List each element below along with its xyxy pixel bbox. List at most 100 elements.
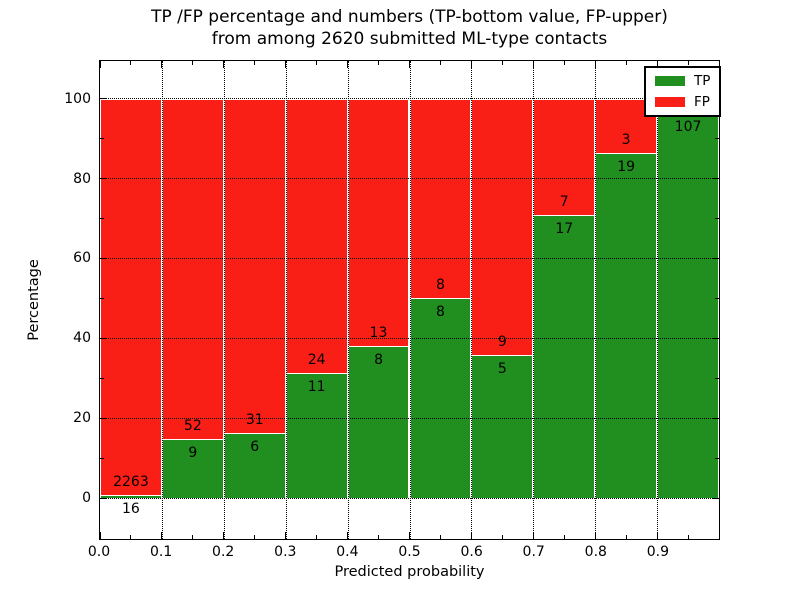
x-tick-labels: 0.0 0.1 0.2 0.3 0.4 0.5 0.6 0.7 0.8 0.9: [88, 544, 720, 564]
tp-count-label-8: 19: [617, 159, 636, 176]
fp-count-label-2: 31: [245, 412, 264, 429]
legend: TP FP: [644, 66, 722, 117]
h-gridline-40: [100, 337, 719, 339]
x-tick-label-0.9: 0.9: [646, 544, 670, 560]
x-minor-tick: [439, 61, 441, 65]
y-minor-tick: [100, 138, 104, 140]
tp-count-label-6: 5: [497, 361, 507, 378]
x-major-tick: [161, 61, 163, 68]
h-gridline-20: [100, 417, 719, 419]
x-major-tick: [347, 532, 349, 539]
bar-segment-tp-8: [595, 153, 658, 499]
tp-count-label-7: 17: [555, 221, 574, 238]
bar-segment-fp-4: [347, 98, 410, 346]
bar-segment-tp-6: [471, 355, 534, 499]
y-minor-tick: [715, 217, 719, 219]
legend-swatch-tp: [655, 76, 685, 86]
x-tick-label-0.5: 0.5: [398, 544, 421, 560]
x-tick-label-0.8: 0.8: [584, 544, 607, 560]
y-major-tick: [712, 337, 719, 339]
plot-canvas: 2263 16 52 9 31 6 24 11 13 8 8 8 9 5 7 17 3 19 107: [100, 61, 719, 539]
tp-count-label-2: 6: [250, 439, 260, 456]
y-tick-labels: 0 20 40 60 80 100: [0, 60, 91, 540]
fp-count-label-3: 24: [307, 351, 326, 368]
x-tick-label-0.6: 0.6: [460, 544, 483, 560]
x-major-tick: [532, 532, 534, 539]
bar-segment-fp-3: [285, 98, 348, 373]
x-major-tick: [656, 532, 658, 539]
v-gridline: [285, 61, 287, 539]
v-gridline: [223, 61, 225, 539]
legend-item-tp: TP: [655, 74, 710, 88]
fp-count-label-0: 2263: [113, 474, 149, 491]
v-gridline: [347, 61, 349, 539]
fp-count-label-1: 52: [183, 418, 202, 435]
x-major-tick: [409, 532, 410, 539]
x-minor-tick: [130, 535, 132, 539]
h-gridline-80: [100, 178, 719, 179]
y-minor-tick: [100, 217, 104, 219]
tp-count-label-1: 9: [188, 445, 198, 462]
x-minor-tick: [254, 535, 256, 539]
y-major-tick: [712, 178, 719, 179]
tp-count-label-9: 107: [674, 118, 702, 135]
x-minor-tick: [378, 535, 380, 539]
y-major-tick: [100, 337, 107, 339]
fp-count-label-4: 13: [369, 324, 388, 341]
x-minor-tick: [625, 535, 627, 539]
bar-segment-fp-1: [161, 98, 224, 440]
y-major-tick: [100, 98, 107, 100]
x-tick-label-0.7: 0.7: [522, 544, 545, 560]
v-gridline: [533, 61, 535, 539]
y-major-tick: [100, 497, 107, 499]
bar-segment-fp-6: [471, 98, 534, 356]
x-major-tick: [718, 532, 719, 539]
fp-count-label-8: 3: [621, 132, 631, 149]
x-major-tick: [347, 61, 349, 68]
bar-segment-tp-5: [409, 298, 472, 499]
y-minor-tick: [100, 457, 104, 459]
y-tick-label-60: 60: [73, 250, 91, 267]
y-minor-tick: [715, 138, 719, 140]
y-major-tick: [712, 257, 719, 259]
x-major-tick: [594, 61, 596, 68]
bar-segment-tp-4: [347, 345, 410, 499]
fp-count-label-6: 9: [497, 334, 507, 351]
x-major-tick: [718, 61, 719, 68]
y-major-tick: [100, 257, 107, 259]
y-minor-tick: [715, 297, 719, 299]
x-minor-tick: [254, 61, 256, 65]
x-major-tick: [100, 532, 101, 539]
x-minor-tick: [439, 535, 441, 539]
fp-count-label-7: 7: [559, 194, 569, 211]
x-minor-tick: [501, 61, 503, 65]
x-major-tick: [470, 61, 472, 68]
bar-segment-tp-2: [223, 433, 286, 499]
h-gridline-100: [100, 98, 719, 100]
legend-item-fp: FP: [655, 95, 710, 109]
legend-label-fp: FP: [694, 94, 710, 110]
x-major-tick: [532, 61, 534, 68]
y-tick-label-40: 40: [73, 330, 91, 347]
x-major-tick: [470, 532, 472, 539]
v-gridline: [409, 61, 411, 539]
y-tick-label-100: 100: [64, 90, 91, 107]
chart-title-line2: from among 2620 submitted ML-type contac…: [211, 29, 608, 49]
y-tick-label-0: 0: [82, 490, 91, 507]
tp-count-label-0: 16: [122, 501, 140, 518]
plot-area: 2263 16 52 9 31 6 24 11 13 8 8 8 9 5 7 17 3 19 107: [99, 60, 720, 540]
x-major-tick: [285, 532, 287, 539]
legend-swatch-fp: [655, 97, 685, 107]
x-minor-tick: [378, 61, 380, 65]
bar-segment-fp-0: [100, 98, 162, 496]
v-gridline: [471, 61, 473, 539]
v-gridline: [657, 61, 659, 539]
x-major-tick: [656, 61, 658, 68]
x-tick-label-0.4: 0.4: [336, 544, 359, 560]
x-minor-tick: [563, 535, 565, 539]
x-minor-tick: [687, 61, 689, 65]
x-major-tick: [223, 61, 225, 68]
y-major-tick: [100, 178, 107, 179]
x-minor-tick: [625, 61, 627, 65]
tp-count-label-5: 8: [435, 304, 445, 321]
